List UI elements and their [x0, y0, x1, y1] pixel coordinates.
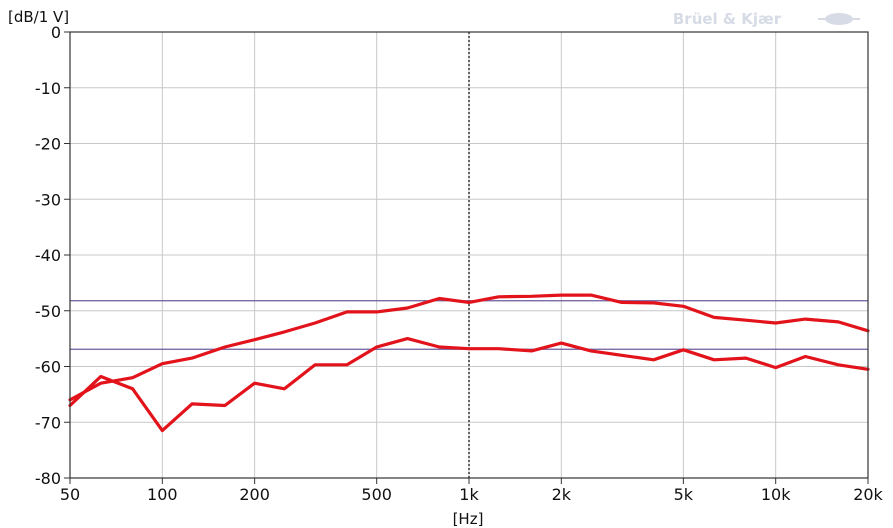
data-series [68, 293, 870, 433]
y-tick-labels: 0 -10 -20 -30 -40 -50 -60 -70 -80 [35, 23, 70, 488]
x-tick-label: 100 [147, 485, 178, 504]
x-tick-label: 50 [60, 485, 80, 504]
y-tick-label: 0 [51, 23, 61, 42]
y-axis-label: [dB/1 V] [8, 8, 69, 26]
x-axis-label: [Hz] [453, 510, 484, 528]
series-line-1 [68, 293, 870, 402]
x-tick-label: 10k [761, 485, 791, 504]
y-tick-label: -40 [35, 246, 61, 265]
x-tick-label: 5k [674, 485, 694, 504]
y-tick-label: -30 [35, 190, 61, 209]
x-tick-labels: 50 100 200 500 1k 2k 5k 10k 20k [60, 478, 884, 504]
brand-logo-icon [818, 13, 860, 25]
y-tick-label: -20 [35, 135, 61, 154]
grid [69, 31, 869, 479]
x-tick-label: 20k [853, 485, 883, 504]
y-tick-label: -50 [35, 302, 61, 321]
series-line-2 [68, 337, 870, 433]
y-tick-label: -80 [35, 469, 61, 488]
y-tick-label: -70 [35, 413, 61, 432]
x-tick-label: 1k [459, 485, 479, 504]
x-tick-label: 2k [552, 485, 572, 504]
y-tick-label: -10 [35, 79, 61, 98]
x-tick-label: 200 [239, 485, 270, 504]
x-tick-label: 500 [361, 485, 392, 504]
y-tick-label: -60 [35, 358, 61, 377]
brand-logo-text: Brüel & Kjær [673, 10, 782, 28]
